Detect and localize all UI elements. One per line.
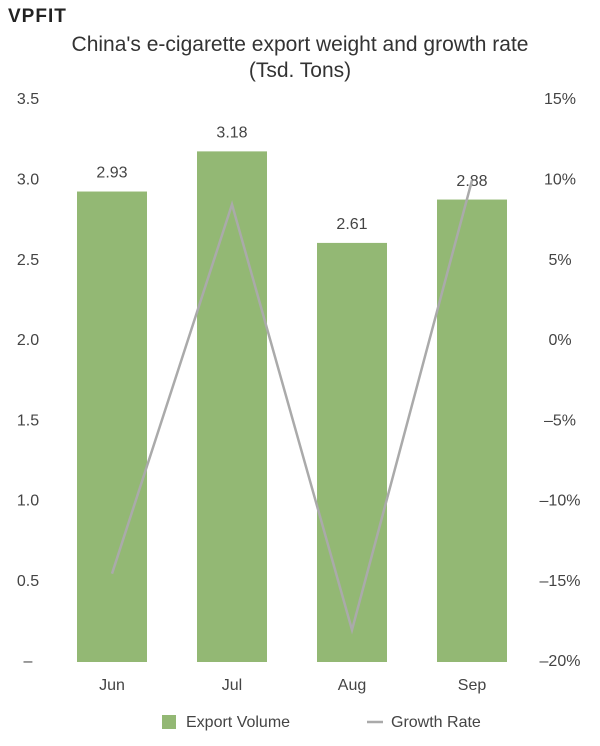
y2-tick-label: –20% — [540, 653, 581, 670]
y-tick-label: 1.5 — [17, 412, 39, 429]
y-tick-label: 0.5 — [17, 573, 39, 590]
data-label: 3.18 — [216, 125, 247, 142]
y2-tick-label: 0% — [548, 332, 571, 349]
bar — [437, 199, 507, 662]
x-tick-label: Sep — [458, 677, 487, 694]
y2-tick-label: 15% — [544, 91, 576, 108]
x-tick-label: Jun — [99, 677, 125, 694]
y-tick-label: 3.0 — [17, 172, 39, 189]
legend-label: Growth Rate — [391, 714, 481, 731]
y-tick-label: 2.0 — [17, 332, 39, 349]
data-label: 2.61 — [336, 216, 367, 233]
y2-tick-label: –5% — [544, 412, 576, 429]
bar — [197, 151, 267, 662]
y-tick-label: 1.0 — [17, 493, 39, 510]
logo: VPFIT — [8, 6, 67, 27]
line — [110, 179, 474, 635]
y2-tick-label: –10% — [540, 493, 581, 510]
y-tick-label: 2.5 — [17, 252, 39, 269]
y2-tick-label: 10% — [544, 172, 576, 189]
bar — [77, 191, 147, 663]
y-tick-label: – — [24, 653, 33, 670]
y2-tick-label: –15% — [540, 573, 581, 590]
y2-tick-label: 5% — [548, 252, 571, 269]
data-label: 2.93 — [96, 165, 127, 182]
y-tick-label: 3.5 — [17, 91, 39, 108]
x-tick-label: Jul — [222, 677, 242, 694]
x-tick-label: Aug — [338, 677, 366, 694]
bar — [317, 242, 387, 662]
legend-label: Export Volume — [186, 714, 290, 731]
legend-swatch — [162, 715, 176, 729]
chart-title: China's e-cigarette export weight and gr… — [71, 33, 529, 82]
